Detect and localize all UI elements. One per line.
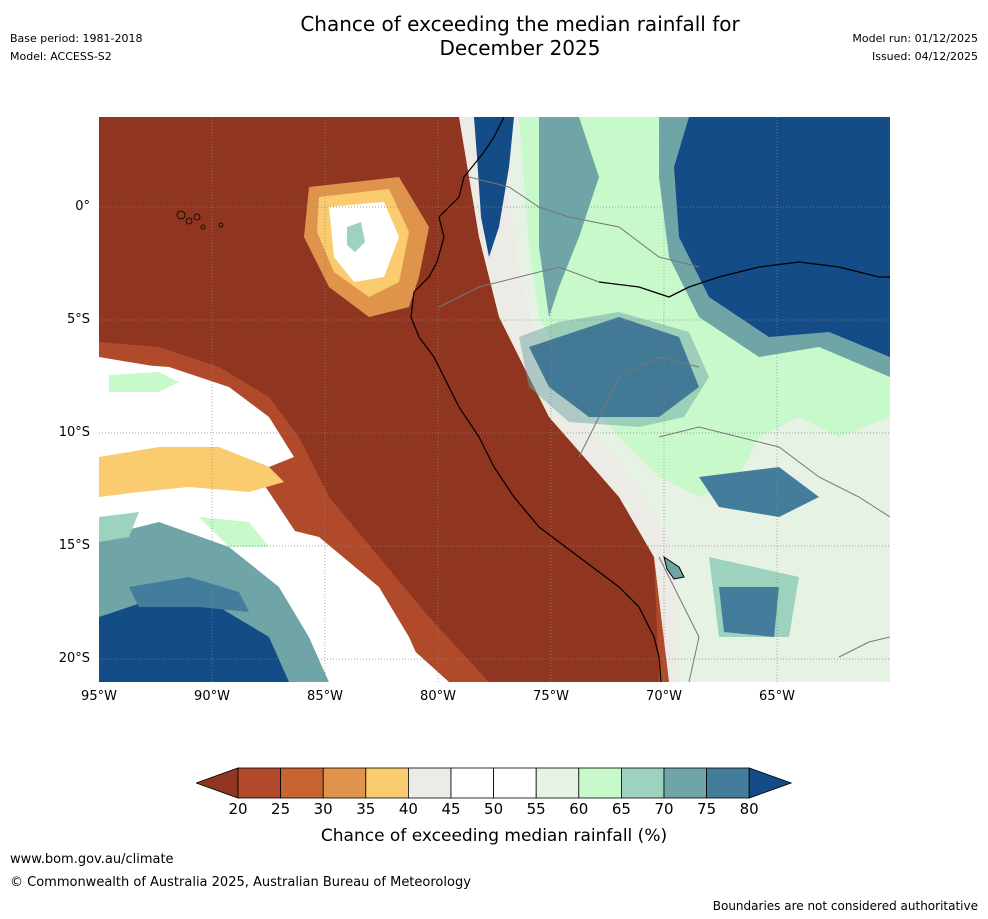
colorbar-tick-label: 65 [611,800,631,818]
region-dry-20 [99,117,659,682]
colorbar-cell [620,767,665,799]
lon-label-65w: 65°W [759,689,795,704]
region-green-tongue [109,372,179,392]
title-line-2: December 2025 [439,36,601,60]
colorbar-cell [407,767,452,799]
colorbar-cell [706,767,750,799]
colorbar-cell [322,767,367,799]
lat-label-10s: 10°S [58,425,90,440]
graticule [99,117,890,682]
footer-note: Boundaries are not considered authoritat… [712,899,978,913]
title-line-1: Chance of exceeding the median rainfall … [300,12,740,36]
lon-label-85w: 85°W [307,689,343,704]
region-white-south [239,517,429,682]
lon-label-75w: 75°W [533,689,569,704]
colorbar-tick-label: 75 [697,800,717,818]
colorbar-cell [578,767,622,799]
colorbar-tick-label: 20 [228,800,248,818]
region-sw-75 [129,577,249,612]
region-wet-south-75 [699,467,819,517]
colorbar-cell [450,767,494,799]
colorbar-cell [237,767,281,799]
colorbar-tick-label: 45 [441,800,461,818]
country-borders [438,176,890,682]
colorbar [196,767,793,799]
colorbar-cell [280,767,324,799]
colorbar-arrow-low [196,767,239,799]
region-green-south [199,517,269,547]
footer-url: www.bom.gov.au/climate [10,852,174,867]
region-sw-80 [99,597,289,682]
lat-label-15s: 15°S [58,538,90,553]
region-wet-southeast-75 [719,587,779,637]
colorbar-cell [365,767,409,799]
footer-copyright: © Commonwealth of Australia 2025, Austra… [10,875,471,890]
lake-titicaca [663,555,685,580]
lon-label-70w: 70°W [646,689,682,704]
region-green-60 [347,222,365,252]
colorbar-tick-label: 55 [526,800,546,818]
amazon-river [598,261,890,298]
lon-label-90w: 90°W [194,689,230,704]
colorbar-tick-label: 30 [313,800,333,818]
colorbar-title: Chance of exceeding median rainfall (%) [320,826,668,846]
chart-title: Chance of exceeding the median rainfall … [220,12,820,60]
lon-label-80w: 80°W [420,689,456,704]
base-period: Base period: 1981-2018 [10,32,143,45]
model-name: Model: ACCESS-S2 [10,50,112,63]
region-wet-east-80 [674,117,890,357]
issued-date: Issued: 04/12/2025 [871,50,978,63]
colorbar-tick-label: 80 [739,800,759,818]
lat-label-20s: 20°S [58,651,90,666]
colorbar-arrow-high [748,767,793,799]
lat-label-0: 0° [75,199,90,214]
colorbar-cell [493,767,537,799]
region-wet-central-70 [519,312,709,427]
region-sw-65 [99,512,139,542]
meta-right: Model run: 01/12/2025 Issued: 04/12/2025 [852,30,978,66]
colorbar-tick-label: 35 [356,800,376,818]
region-white-tongue-edge [99,447,284,497]
colorbar-cell [663,767,707,799]
colorbar-tick-label: 40 [398,800,418,818]
colorbar-tick-label: 60 [569,800,589,818]
coastline [410,117,662,682]
colorbar-tick-label: 25 [271,800,291,818]
lon-label-95w: 95°W [81,689,117,704]
colorbar-cell [535,767,580,799]
colorbar-tick-label: 50 [484,800,504,818]
meta-left: Base period: 1981-2018 Model: ACCESS-S2 [10,30,142,66]
colorbar-tick-label: 70 [654,800,674,818]
galapagos-islands [176,210,224,230]
lat-label-5s: 5°S [66,312,90,327]
rainfall-map [99,117,890,682]
model-run: Model run: 01/12/2025 [852,32,978,45]
